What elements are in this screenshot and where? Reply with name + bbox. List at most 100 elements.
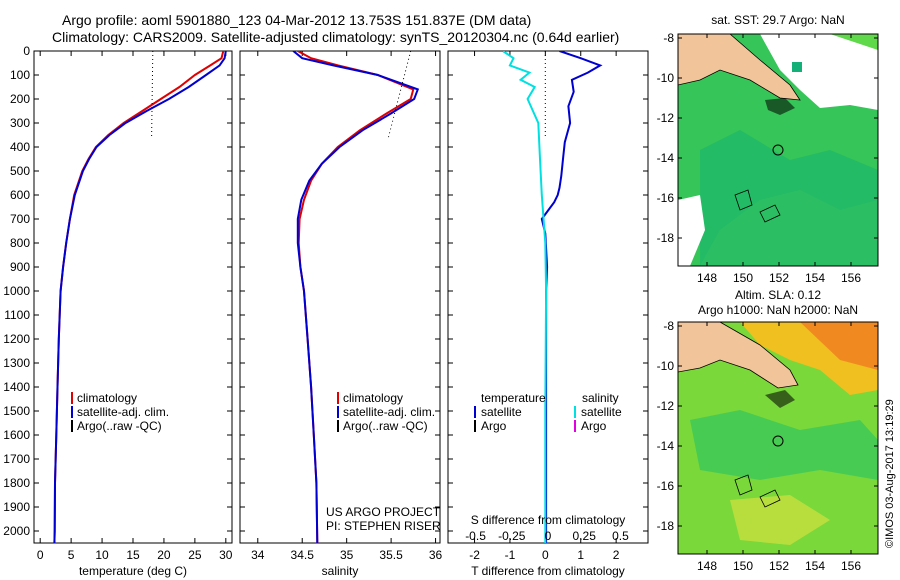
temperature-panel: 0100200300400500600700800900100011001200…: [3, 44, 233, 578]
lon-tick-label: 150: [733, 559, 753, 573]
difference-y-ticks: [448, 50, 648, 532]
y-tick-label: 1000: [3, 284, 30, 298]
argo-location-marker: [772, 144, 784, 156]
difference-legend: temperature satellite Argo salinity sate…: [474, 391, 622, 433]
lon-tick-label: 156: [841, 271, 861, 285]
lat-tick-label: -14: [657, 439, 675, 453]
y-tick-label: 700: [10, 212, 30, 226]
sst-southern-region: [700, 130, 878, 266]
argo-location-marker: [772, 435, 784, 447]
plot-title-line1: Argo profile: aoml 5901880_123 04-Mar-20…: [62, 12, 532, 28]
lon-tick-label: 154: [805, 559, 825, 573]
lat-tick-label: -16: [657, 191, 675, 205]
y-tick-label: 2000: [3, 524, 30, 538]
legend-label-sal-argo: Argo: [581, 419, 607, 433]
temperature-legend: climatology satellite-adj. clim. Argo(..…: [71, 391, 169, 433]
sst-map: sat. SST: 29.7 Argo: NaN -8-10-12-14-16-…: [657, 13, 879, 285]
y-tick-label: 1400: [3, 380, 30, 394]
project-annotation: US ARGO PROJECT: [326, 505, 441, 519]
lat-tick-label: -12: [657, 399, 675, 413]
y-tick-label: 100: [10, 68, 30, 82]
temperature-xlabel: temperature (deg C): [79, 564, 187, 578]
difference-axes-frame: [447, 50, 649, 544]
imos-watermark: ©IMOS 03-Aug-2017 13:19:29: [884, 399, 896, 548]
lat-tick-label: -18: [657, 519, 675, 533]
x-tick-label: 34.5: [291, 548, 315, 562]
series-line-satellite-adj-clim-: [292, 51, 420, 543]
salinity-series: [292, 51, 420, 543]
sst-map-image: [678, 34, 878, 266]
y-tick-label: 500: [10, 164, 30, 178]
land-new-guinea: [678, 322, 799, 389]
difference-series: [502, 51, 603, 543]
s-difference-ticks: -0.5 -0.25 0 0.25 0.5: [465, 529, 629, 543]
x-tick-label: 20: [157, 548, 171, 562]
sla-south-region: [730, 495, 830, 545]
legend-label-argo: Argo(..raw -QC): [343, 419, 428, 433]
difference-panel: -2 -1 0 1 2 S difference from climatology -0…: [447, 50, 649, 578]
land-new-guinea: [678, 34, 801, 101]
lat-tick-label: -8: [663, 319, 674, 333]
x-tick-label: 35.5: [379, 548, 403, 562]
y-tick-label: 800: [10, 236, 30, 250]
sla-map-axes: -8 -10 -12 -14 -16 -18 148 150 152 154 156: [657, 319, 878, 573]
sla-map-frame: [677, 321, 879, 555]
series-line-salinity-satellite: [502, 51, 548, 543]
lat-tick-label: -14: [657, 151, 675, 165]
x-tick-label: 36: [429, 548, 443, 562]
sst-missing-data: [760, 34, 878, 110]
plot-title-line2: Climatology: CARS2009. Satellite-adjuste…: [52, 29, 620, 45]
sla-map: Altim. SLA: 0.12 Argo h1000: NaN h2000: …: [657, 288, 879, 573]
lon-tick-label: 156: [841, 559, 861, 573]
pi-annotation: PI: STEPHEN RISER: [326, 519, 441, 533]
legend-label-satellite: satellite-adj. clim.: [343, 405, 435, 419]
y-tick-label: 400: [10, 140, 30, 154]
salinity-xlabel: salinity: [322, 564, 359, 578]
x-tick-label: 34: [251, 548, 265, 562]
legend-label-temp-argo: Argo: [481, 419, 507, 433]
series-line-satellite-adj-clim-: [53, 51, 227, 543]
sla-low-band: [690, 410, 878, 480]
lat-tick-label: -10: [657, 359, 675, 373]
legend-label-sal-satellite: satellite: [581, 405, 622, 419]
sla-highest-region: [800, 322, 878, 370]
x-tick-label: 5: [68, 548, 75, 562]
s-difference-label: S difference from climatology: [471, 513, 626, 527]
y-tick-label: 1200: [3, 332, 30, 346]
depth-axis: 0 100 200 300 400 500 600 700 800 900 1000 1100 1200…: [3, 44, 232, 538]
lat-tick-label: -12: [657, 111, 675, 125]
lon-tick-label: 150: [733, 271, 753, 285]
y-tick-label: 900: [10, 260, 30, 274]
s-tick-label: -0.5: [465, 529, 486, 543]
lon-tick-label: 152: [769, 559, 789, 573]
legend-label-argo: Argo(..raw -QC): [77, 419, 162, 433]
series-line-argo-raw-qc-: [151, 51, 154, 138]
lat-tick-label: -16: [657, 479, 675, 493]
y-tick-label: 200: [10, 92, 30, 106]
y-tick-label: 1600: [3, 428, 30, 442]
salinity-y-ticks: [240, 50, 440, 532]
salinity-axes-frame: [239, 50, 441, 544]
x-tick-label: 30: [219, 548, 233, 562]
lon-tick-label: 154: [805, 271, 825, 285]
lat-tick-label: -18: [657, 231, 675, 245]
x-tick-label: 35: [340, 548, 354, 562]
temperature-axes-frame: [33, 50, 233, 544]
y-tick-label: 1100: [4, 308, 30, 322]
series-line-argo-raw-qc-: [387, 51, 412, 138]
salinity-x-axis: 34 34.5 35 35.5 36: [251, 51, 443, 562]
x-tick-label: 25: [188, 548, 202, 562]
legend-title-salinity: salinity: [582, 391, 619, 405]
y-tick-label: 0: [23, 44, 30, 58]
legend-label-climatology: climatology: [343, 391, 403, 405]
y-tick-label: 1800: [3, 476, 30, 490]
sst-map-frame: [677, 33, 879, 267]
y-tick-label: 1700: [3, 452, 30, 466]
lon-tick-label: 152: [769, 271, 789, 285]
t-difference-label: T difference from climatology: [471, 564, 625, 578]
legend-label-satellite: satellite-adj. clim.: [77, 405, 169, 419]
islands-1: [765, 390, 795, 408]
islands-2: [734, 189, 781, 223]
lat-tick-label: -8: [663, 31, 674, 45]
